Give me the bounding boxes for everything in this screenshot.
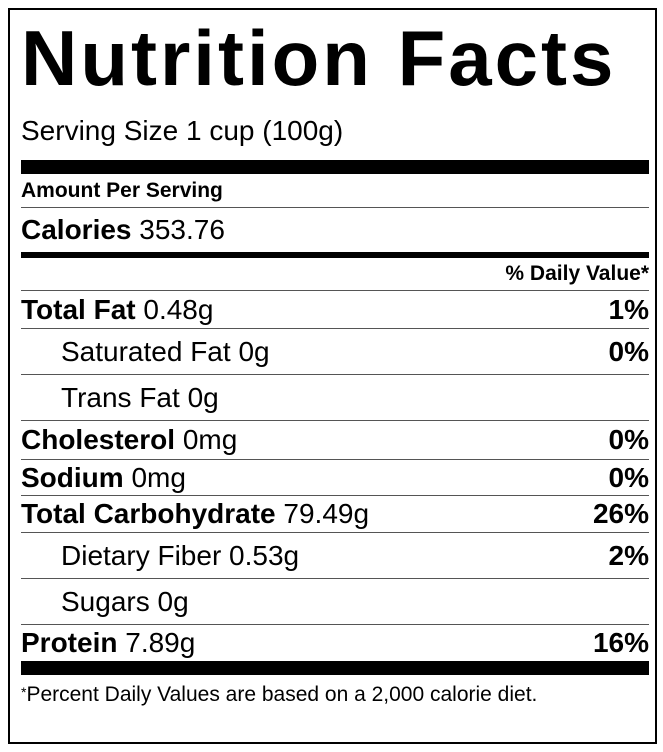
calories-row: Calories 353.76 xyxy=(21,208,649,252)
nutrient-value: 0g xyxy=(238,335,270,367)
nutrient-value: 0g xyxy=(157,585,189,617)
calories-value: 353.76 xyxy=(139,214,225,245)
nutrient-value: 0.53g xyxy=(229,539,300,571)
nutrient-row-total-carbohydrate: Total Carbohydrate 79.49g 26% xyxy=(21,496,649,533)
nutrient-label: Cholesterol xyxy=(21,424,176,455)
nutrient-dv: 16% xyxy=(592,627,649,658)
nutrient-value: 0mg xyxy=(131,461,186,493)
label-title: Nutrition Facts xyxy=(21,14,617,102)
nutrient-label: Total Carbohydrate xyxy=(21,498,276,529)
daily-value-header: % Daily Value* xyxy=(21,258,649,291)
medium-divider xyxy=(21,252,649,258)
nutrient-row-cholesterol: Cholesterol 0mg 0% xyxy=(21,421,649,460)
nutrient-dv: 26% xyxy=(592,498,649,529)
serving-size: Serving Size 1 cup (100g) xyxy=(21,115,344,146)
nutrient-label: Trans Fat xyxy=(61,381,180,413)
amount-per-serving-text: Amount Per Serving xyxy=(21,178,223,202)
footnote-text: Percent Daily Values are based on a 2,00… xyxy=(26,683,538,706)
amount-per-serving: Amount Per Serving xyxy=(21,174,649,208)
nutrient-label: Saturated Fat xyxy=(61,335,231,367)
nutrient-dv: 0% xyxy=(608,424,649,455)
nutrient-value: 0.48g xyxy=(143,293,214,325)
nutrient-dv: 0% xyxy=(608,461,649,493)
nutrient-row-dietary-fiber: Dietary Fiber 0.53g 2% xyxy=(21,533,649,579)
nutrient-label: Total Fat xyxy=(21,293,136,325)
nutrient-label: Sodium xyxy=(21,461,124,493)
nutrient-value: 7.89g xyxy=(125,627,196,658)
nutrient-label: Protein xyxy=(21,627,118,658)
nutrient-value: 0g xyxy=(187,381,219,413)
thick-divider xyxy=(21,160,649,174)
daily-value-header-text: % Daily Value* xyxy=(505,262,649,285)
nutrient-dv: 1% xyxy=(608,293,649,325)
nutrient-dv: 2% xyxy=(608,539,649,571)
nutrient-row-sodium: Sodium 0mg 0% xyxy=(21,460,649,496)
nutrient-label: Dietary Fiber xyxy=(61,539,222,571)
nutrient-value: 0mg xyxy=(182,424,238,455)
nutrient-row-trans-fat: Trans Fat 0g xyxy=(21,375,649,421)
nutrient-row-total-fat: Total Fat 0.48g 1% xyxy=(21,291,649,329)
nutrient-row-sugars: Sugars 0g xyxy=(21,579,649,625)
footnote: *Percent Daily Values are based on a 2,0… xyxy=(21,675,649,707)
footnote-star: * xyxy=(21,684,27,700)
nutrient-label: Sugars xyxy=(61,585,150,617)
thick-divider xyxy=(21,661,649,675)
calories-label: Calories xyxy=(21,214,132,245)
nutrient-row-protein: Protein 7.89g 16% xyxy=(21,625,649,661)
nutrient-dv: 0% xyxy=(608,335,649,367)
nutrition-facts-label: Nutrition Facts Serving Size 1 cup (100g… xyxy=(8,8,657,744)
nutrient-row-saturated-fat: Saturated Fat 0g 0% xyxy=(21,329,649,375)
nutrient-value: 79.49g xyxy=(283,498,370,529)
